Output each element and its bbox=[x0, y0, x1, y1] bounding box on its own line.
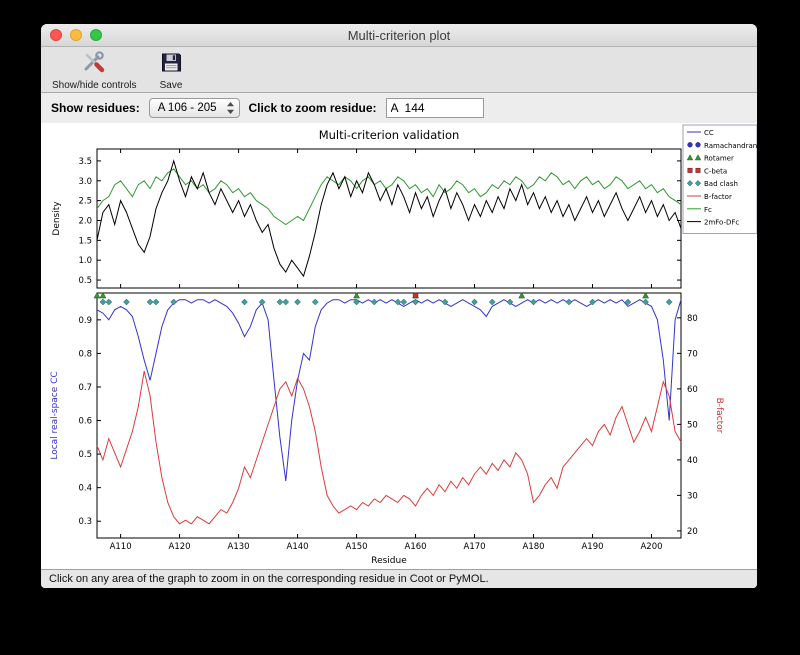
x-axis-label: Residue bbox=[371, 556, 407, 566]
svg-text:2mFo-DFc: 2mFo-DFc bbox=[704, 219, 739, 227]
svg-text:CC: CC bbox=[704, 129, 714, 137]
zoom-residue-input[interactable] bbox=[385, 98, 484, 118]
bfactor-axis-label: B-factor bbox=[714, 398, 724, 434]
svg-text:Rotamer: Rotamer bbox=[704, 155, 734, 163]
save-button[interactable]: Save bbox=[156, 49, 187, 92]
svg-text:0.3: 0.3 bbox=[78, 517, 92, 527]
svg-text:2.0: 2.0 bbox=[78, 216, 92, 226]
zoom-window-button[interactable] bbox=[90, 29, 102, 41]
series-2mFo-DFc bbox=[96, 159, 682, 278]
svg-text:A140: A140 bbox=[287, 542, 309, 552]
traffic-lights bbox=[50, 29, 102, 41]
status-text: Click on any area of the graph to zoom i… bbox=[49, 573, 489, 585]
outlier-markers bbox=[93, 291, 673, 306]
status-bar: Click on any area of the graph to zoom i… bbox=[41, 569, 757, 588]
svg-text:0.7: 0.7 bbox=[78, 383, 92, 393]
titlebar[interactable]: Multi-criterion plot bbox=[41, 24, 757, 47]
svg-text:1.5: 1.5 bbox=[78, 236, 92, 246]
controls-bar: Show residues: A 106 - 205 Click to zoom… bbox=[41, 93, 757, 123]
svg-text:B-factor: B-factor bbox=[704, 193, 732, 201]
stepper-arrows-icon bbox=[225, 101, 236, 115]
save-label: Save bbox=[159, 80, 183, 91]
tools-icon bbox=[82, 50, 107, 80]
save-icon bbox=[159, 50, 184, 80]
series-B-factor bbox=[96, 370, 682, 525]
plot-area[interactable]: Multi-criterion validation 0.5 1.0 1.5 2.0 2.… bbox=[41, 123, 757, 569]
svg-text:0.8: 0.8 bbox=[78, 349, 92, 359]
svg-text:30: 30 bbox=[687, 491, 698, 501]
show-hide-controls-label: Show/hide controls bbox=[52, 80, 137, 91]
residue-range-select[interactable]: A 106 - 205 bbox=[148, 98, 240, 118]
svg-text:A120: A120 bbox=[169, 542, 191, 552]
svg-text:A150: A150 bbox=[346, 542, 368, 552]
svg-text:C-beta: C-beta bbox=[704, 167, 727, 175]
svg-text:0.5: 0.5 bbox=[78, 450, 92, 460]
show-hide-controls-button[interactable]: Show/hide controls bbox=[49, 49, 140, 92]
svg-text:Ramachandran: Ramachandran bbox=[704, 142, 757, 150]
svg-text:0.9: 0.9 bbox=[78, 316, 92, 326]
zoom-residue-label: Click to zoom residue: bbox=[248, 101, 377, 115]
chart-title: Multi-criterion validation bbox=[319, 128, 460, 142]
svg-text:50: 50 bbox=[687, 420, 698, 430]
density-axis-label: Density bbox=[52, 201, 62, 236]
svg-text:A160: A160 bbox=[405, 542, 427, 552]
svg-text:0.6: 0.6 bbox=[78, 417, 92, 427]
svg-text:0.5: 0.5 bbox=[78, 276, 92, 286]
bottom-axes[interactable] bbox=[96, 292, 682, 539]
svg-text:1.0: 1.0 bbox=[78, 256, 92, 266]
svg-text:A170: A170 bbox=[464, 542, 486, 552]
svg-text:20: 20 bbox=[687, 527, 698, 537]
app-window: Multi-criterion plot Show/hide controls bbox=[41, 24, 757, 588]
svg-text:40: 40 bbox=[687, 456, 698, 466]
svg-text:Bad clash: Bad clash bbox=[704, 180, 738, 188]
cc-axis-label: Local real-space CC bbox=[50, 371, 60, 459]
series-CC bbox=[96, 299, 682, 481]
svg-text:60: 60 bbox=[687, 385, 698, 395]
svg-text:80: 80 bbox=[687, 314, 698, 324]
svg-text:A180: A180 bbox=[523, 542, 545, 552]
window-title: Multi-criterion plot bbox=[347, 27, 451, 43]
series-Fc bbox=[96, 168, 682, 226]
svg-text:A110: A110 bbox=[110, 542, 132, 552]
svg-text:0.4: 0.4 bbox=[78, 484, 92, 494]
close-button[interactable] bbox=[50, 29, 62, 41]
svg-text:A200: A200 bbox=[640, 542, 662, 552]
svg-text:3.0: 3.0 bbox=[78, 177, 92, 187]
svg-text:2.5: 2.5 bbox=[78, 197, 92, 207]
toolbar: Show/hide controls Save bbox=[41, 47, 757, 93]
svg-text:A190: A190 bbox=[581, 542, 603, 552]
svg-text:3.5: 3.5 bbox=[78, 157, 92, 167]
residue-range-value: A 106 - 205 bbox=[157, 102, 217, 114]
top-axes[interactable] bbox=[96, 148, 682, 289]
show-residues-label: Show residues: bbox=[51, 101, 140, 115]
multi-criterion-figure[interactable]: Multi-criterion validation 0.5 1.0 1.5 2.0 2.… bbox=[41, 123, 757, 569]
svg-text:70: 70 bbox=[687, 349, 698, 359]
svg-text:A130: A130 bbox=[228, 542, 250, 552]
chart-legend: CC Ramachandran Rotamer C-beta Bad clash B-fa… bbox=[682, 124, 757, 234]
minimize-button[interactable] bbox=[70, 29, 82, 41]
svg-text:Fc: Fc bbox=[704, 206, 712, 214]
